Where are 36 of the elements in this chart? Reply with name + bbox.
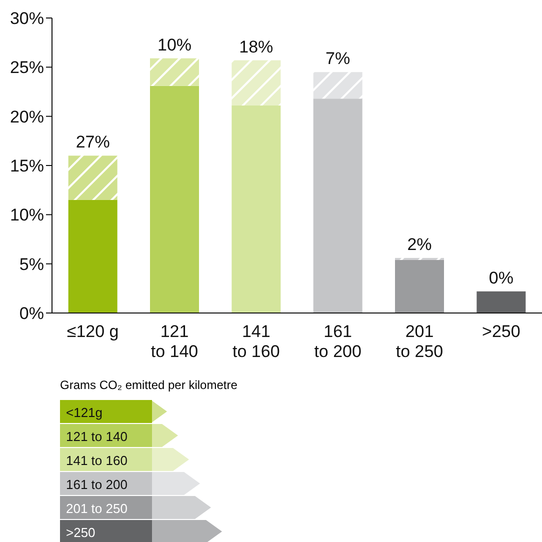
x-tick-label: 141 to 160 [232, 322, 280, 361]
annotation: 7% [326, 49, 350, 68]
arrow-label: 201 to 250 [60, 496, 320, 520]
arrow-label: 161 to 200 [60, 472, 320, 496]
annotation: 27% [76, 132, 110, 152]
y-tick-label: 10% [10, 206, 44, 225]
bar [395, 260, 444, 313]
bar [313, 98, 362, 313]
arrow-label: 121 to 140 [60, 424, 320, 448]
y-tick-label: 15% [10, 156, 44, 176]
bar [232, 60, 281, 106]
legend-title: Grams CO₂ emitted per kilometre [60, 378, 238, 392]
x-tick-label: 121 to 140 [150, 322, 198, 361]
bar [313, 72, 362, 99]
arrow-label: <121g [60, 400, 320, 424]
x-tick-label: ≤120 g [66, 322, 119, 341]
arrow-label: 141 to 160 [60, 448, 320, 472]
y-tick-label: 30% [10, 9, 44, 28]
bar [150, 86, 199, 313]
x-tick-label: 161 to 200 [314, 322, 362, 361]
x-tick-label: 201 to 250 [396, 322, 444, 361]
annotation: 2% [407, 234, 432, 254]
arrow-label: >250 [60, 520, 320, 542]
annotation: 10% [157, 35, 192, 54]
y-tick-label: 25% [10, 58, 44, 78]
annotation: 18% [239, 37, 274, 56]
y-tick-label: 0% [19, 304, 44, 324]
y-tick-label: 20% [10, 107, 44, 126]
annotation: 0% [488, 268, 514, 288]
bar [476, 291, 526, 313]
bar [68, 200, 118, 313]
bar [232, 106, 281, 313]
x-tick-label: >250 [482, 322, 520, 341]
bar [68, 156, 118, 200]
y-tick-label: 5% [19, 254, 44, 274]
bar [150, 58, 199, 86]
